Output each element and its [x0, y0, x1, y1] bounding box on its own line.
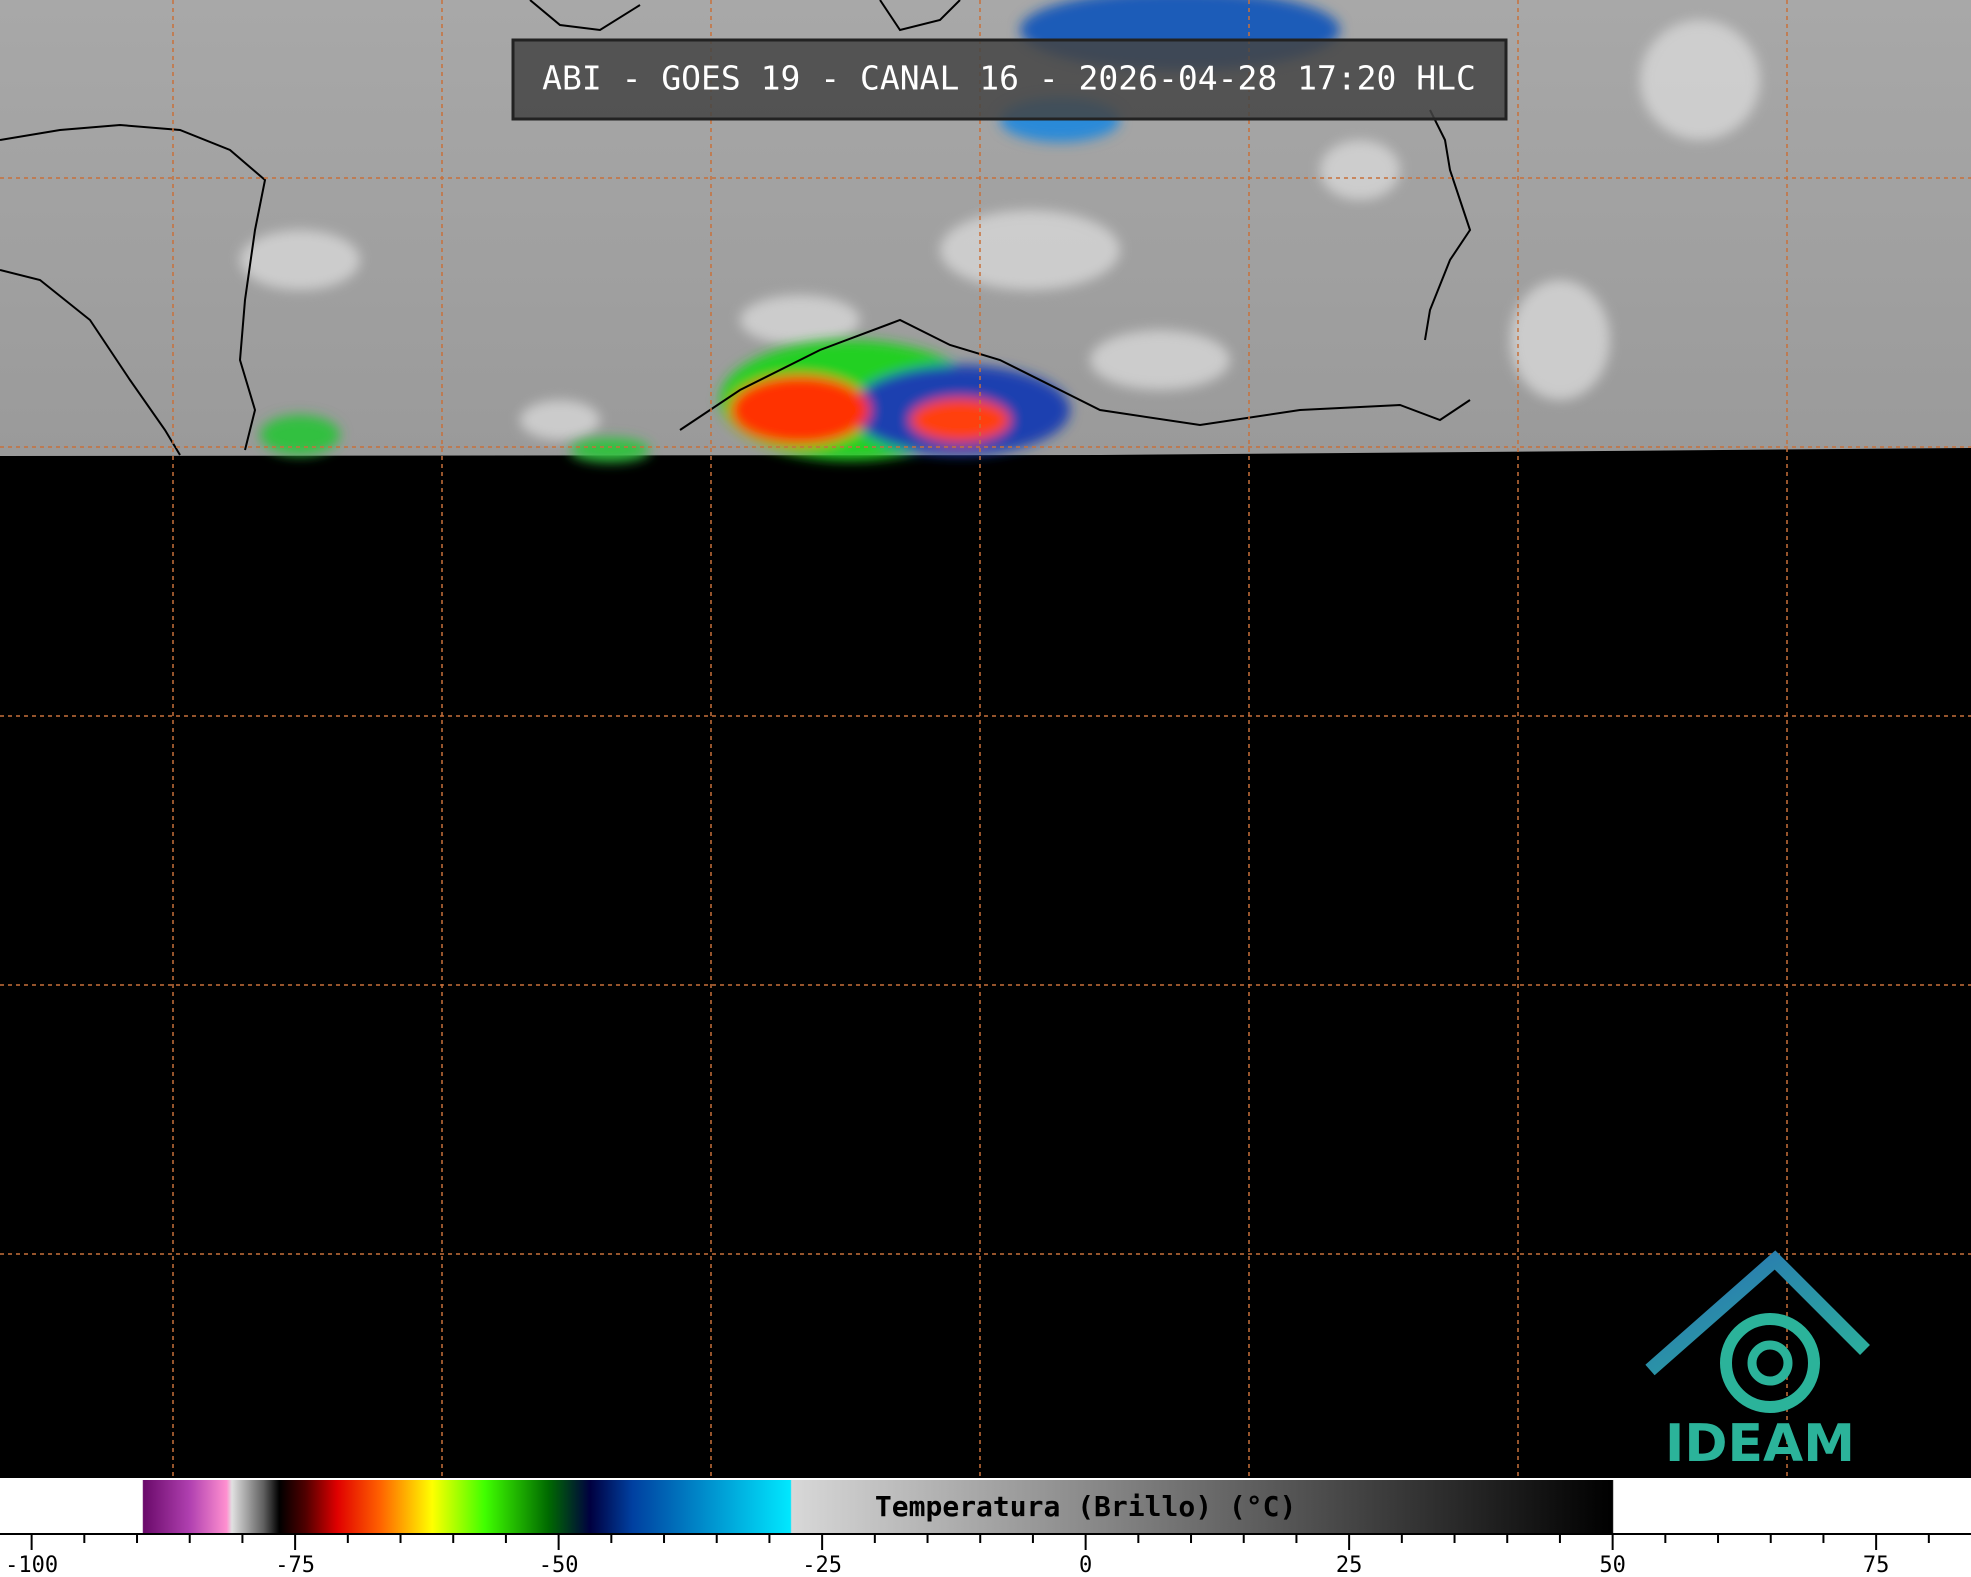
logo: IDEAM	[1645, 1250, 1870, 1474]
tick-label: -50	[539, 1553, 579, 1577]
colorbar-gradient	[0, 1480, 1971, 1534]
tick-label: -25	[802, 1553, 842, 1577]
title-box: ABI - GOES 19 - CANAL 16 - 2026-04-28 17…	[511, 38, 1508, 121]
tick-label: 75	[1863, 1553, 1890, 1577]
tick-label: -100	[5, 1553, 58, 1577]
colorbar: Temperatura (Brillo) (°C) -100 -75 -50 -25 0 2…	[0, 1478, 1971, 1577]
title: ABI - GOES 19 - CANAL 16 - 2026-04-28 17…	[542, 59, 1476, 98]
tick-label: 0	[1079, 1553, 1092, 1577]
tick-label: 50	[1599, 1553, 1626, 1577]
tick-label: 25	[1336, 1553, 1363, 1577]
tick-label: -75	[275, 1553, 315, 1577]
colorbar-label: Temperatura (Brillo) (°C)	[875, 1490, 1296, 1523]
logo-text: IDEAM	[1665, 1414, 1855, 1474]
